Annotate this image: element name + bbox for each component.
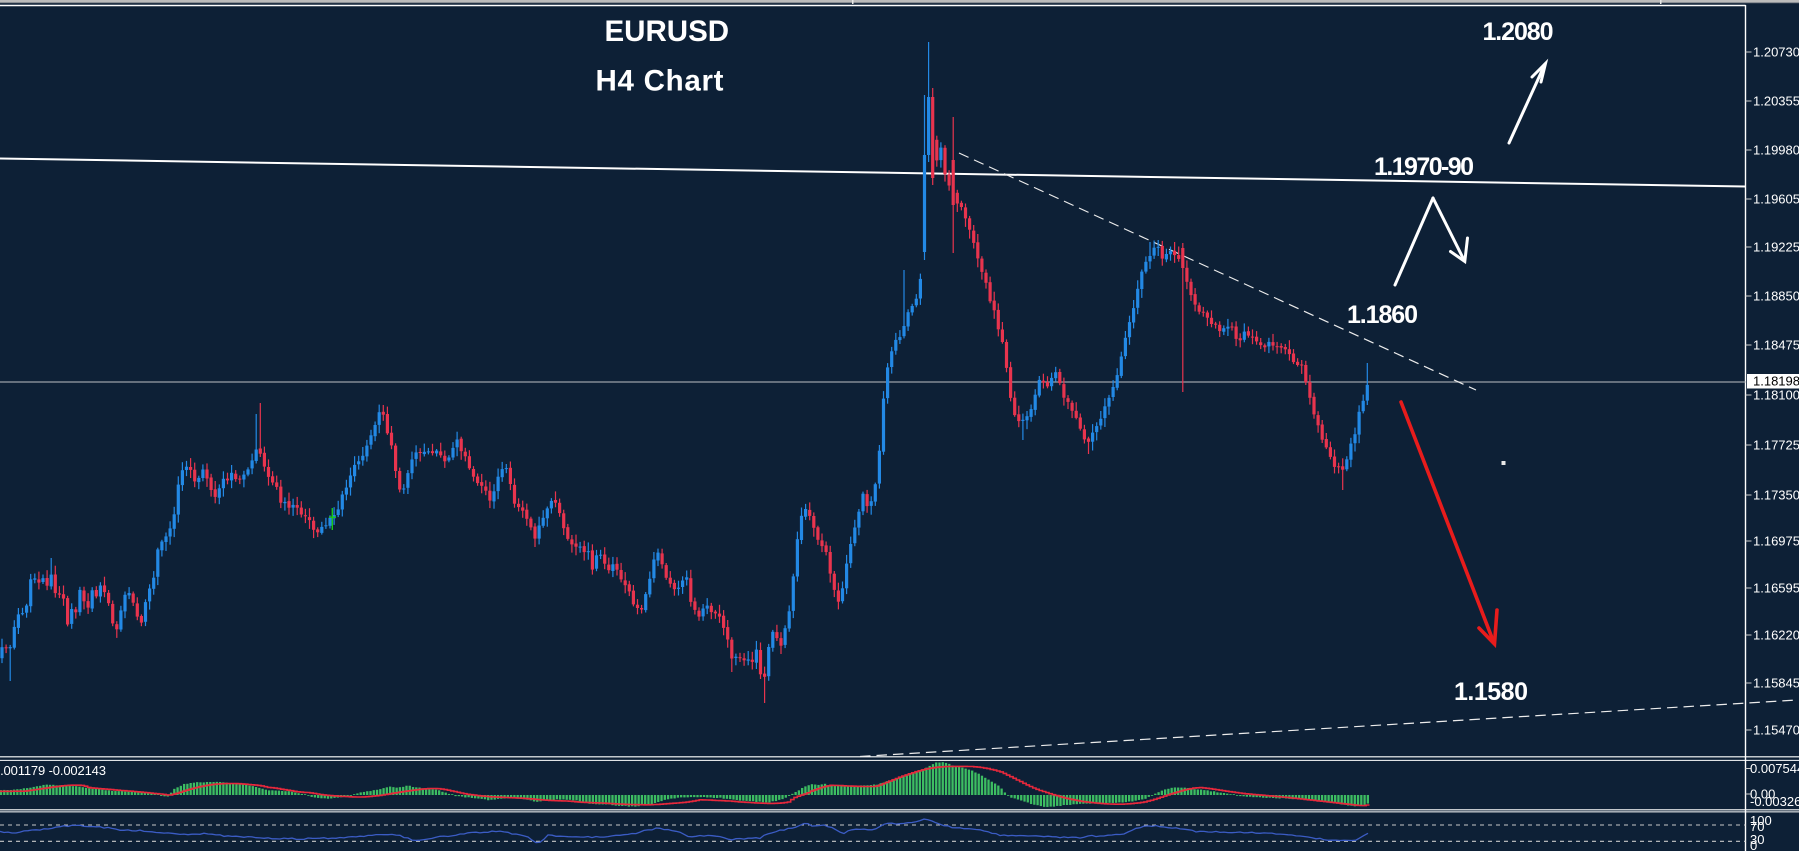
svg-text:0.00: 0.00 [1750,787,1775,802]
svg-text:1.18100: 1.18100 [1753,388,1799,403]
svg-text:1.1860: 1.1860 [1347,301,1418,329]
svg-text:1.1580: 1.1580 [1454,678,1528,706]
svg-text:100: 100 [1750,813,1772,828]
svg-text:1.20730: 1.20730 [1753,45,1799,60]
svg-text:1.18850: 1.18850 [1753,289,1799,304]
svg-text:1.16220: 1.16220 [1753,628,1799,643]
svg-text:1.18198: 1.18198 [1753,374,1799,389]
svg-text:1.16595: 1.16595 [1753,581,1799,596]
svg-text:0: 0 [1750,838,1757,851]
svg-text:H4 Chart: H4 Chart [596,65,724,98]
svg-text:1.20355: 1.20355 [1753,94,1799,109]
svg-text:1.15470: 1.15470 [1753,723,1799,738]
svg-text:1.15845: 1.15845 [1753,676,1799,691]
svg-text:0.001179 -0.002143: 0.001179 -0.002143 [0,763,106,778]
svg-text:30: 30 [1750,832,1764,847]
svg-text:0.007544: 0.007544 [1750,761,1799,776]
svg-text:1.19980: 1.19980 [1753,143,1799,158]
svg-text:1.16975: 1.16975 [1753,534,1799,549]
svg-text:1.18475: 1.18475 [1753,338,1799,353]
svg-text:1.19605: 1.19605 [1753,192,1799,207]
svg-text:-0.00326: -0.00326 [1750,794,1799,809]
svg-text:1.19225: 1.19225 [1753,240,1799,255]
svg-text:1.17725: 1.17725 [1753,438,1799,453]
svg-text:EURUSD: EURUSD [605,15,730,48]
svg-text:70: 70 [1750,819,1764,834]
svg-text:1.1970-90: 1.1970-90 [1374,153,1474,181]
svg-text:1.2080: 1.2080 [1483,18,1554,46]
svg-text:1.17350: 1.17350 [1753,488,1799,503]
